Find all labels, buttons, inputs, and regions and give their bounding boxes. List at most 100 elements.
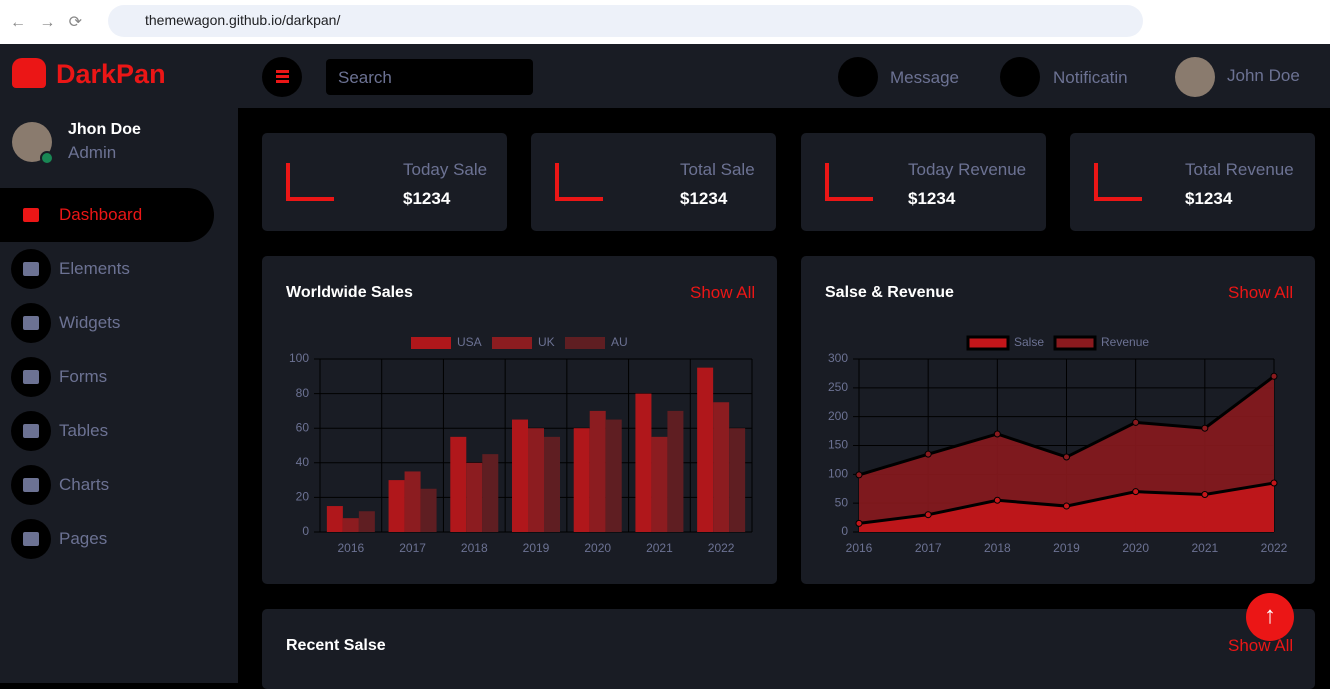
bar (466, 462, 483, 532)
bar (635, 393, 652, 532)
stat-icon (1094, 163, 1142, 201)
point (855, 519, 863, 527)
show-all[interactable]: Show All (690, 283, 756, 302)
menu-glyph (23, 478, 39, 492)
menu-item[interactable]: Tables (59, 421, 109, 440)
stat-label: Today Revenue (908, 160, 1027, 179)
y-tick-label: 200 (828, 409, 848, 423)
user-role: Admin (68, 143, 117, 162)
stat-label: Total Sale (680, 160, 755, 179)
panel-title: Recent Salse (286, 637, 386, 654)
y-tick-label: 50 (835, 495, 849, 509)
bar (528, 428, 544, 532)
menu-item[interactable]: Dashboard (59, 205, 143, 224)
y-tick-label: 0 (841, 524, 848, 538)
bar (450, 436, 467, 532)
x-tick-label: 2017 (915, 541, 942, 555)
panel-title: Worldwide Sales (286, 284, 413, 301)
menu-item[interactable]: Widgets (59, 313, 121, 332)
back-to-top[interactable]: ↑ (1246, 593, 1294, 641)
y-tick-label: 100 (828, 467, 848, 481)
point (993, 496, 1001, 504)
bar (667, 410, 684, 532)
legend-label: AU (611, 335, 628, 349)
legend-label: USA (457, 335, 482, 349)
legend-swatch (1053, 335, 1097, 351)
status-dot (40, 151, 54, 165)
nav-user[interactable]: John Doe (1227, 66, 1300, 85)
x-tick-label: 2019 (523, 541, 550, 555)
bar (358, 511, 375, 532)
x-tick-label: 2018 (984, 541, 1011, 555)
bar (713, 402, 730, 532)
nav-avatar[interactable] (1175, 57, 1215, 97)
bar (589, 410, 606, 532)
y-tick-label: 150 (828, 438, 848, 452)
x-tick-label: 2016 (338, 541, 365, 555)
bar (482, 454, 499, 532)
point (1132, 488, 1140, 496)
stat-card (531, 133, 776, 231)
stat-value: $1234 (1185, 189, 1233, 208)
x-tick-label: 2022 (1261, 541, 1288, 555)
panel-title: Salse & Revenue (825, 284, 954, 301)
point (1201, 424, 1209, 432)
message-label[interactable]: Message (890, 68, 959, 87)
search-box[interactable] (326, 59, 533, 95)
y-tick-label: 100 (289, 351, 309, 365)
stat-card (262, 133, 507, 231)
menu-item[interactable]: Charts (59, 475, 110, 494)
menu-glyph (23, 424, 39, 438)
x-tick-label: 2022 (708, 541, 735, 555)
point (1132, 418, 1140, 426)
menu-glyph (23, 316, 39, 330)
x-tick-label: 2021 (646, 541, 673, 555)
y-tick-label: 300 (828, 351, 848, 365)
point (993, 430, 1001, 438)
point (924, 450, 932, 458)
legend-label: Salse (1014, 335, 1044, 349)
bar (573, 428, 590, 532)
stat-icon (555, 163, 603, 201)
point (1063, 502, 1070, 510)
legend-swatch (966, 335, 1010, 351)
y-tick-label: 60 (296, 420, 310, 434)
toggle-icon (276, 70, 289, 83)
url: themewagon.github.io/darkpan/ (145, 12, 341, 28)
x-tick-label: 2019 (1053, 541, 1080, 555)
point (1270, 372, 1278, 380)
bar (420, 488, 437, 532)
message-icon[interactable] (838, 57, 878, 97)
legend-swatch (492, 337, 532, 349)
bar (512, 419, 528, 532)
legend-label: UK (538, 335, 555, 349)
legend-label: Revenue (1101, 335, 1149, 349)
notification-icon[interactable] (1000, 57, 1040, 97)
menu-item[interactable]: Forms (59, 367, 108, 386)
stat-icon (286, 163, 334, 201)
notification-label[interactable]: Notificatin (1053, 68, 1128, 87)
address-bar[interactable] (108, 5, 1143, 37)
point (855, 471, 863, 479)
menu-item[interactable]: Elements (59, 259, 130, 278)
y-tick-label: 20 (296, 490, 310, 504)
x-tick-label: 2017 (399, 541, 426, 555)
menu-item[interactable]: Pages (59, 529, 108, 548)
menu-glyph (23, 262, 39, 276)
point (924, 511, 932, 519)
stat-icon (825, 163, 873, 201)
stat-value: $1234 (908, 189, 956, 208)
show-all[interactable]: Show All (1228, 636, 1294, 655)
bar (326, 506, 343, 532)
nav-buttons[interactable]: ← → ⟳ (10, 14, 83, 31)
legend-swatch (411, 337, 451, 349)
menu-glyph (23, 532, 39, 546)
show-all[interactable]: Show All (1228, 283, 1294, 302)
bar (697, 367, 714, 532)
x-tick-label: 2016 (846, 541, 873, 555)
stat-value: $1234 (680, 189, 728, 208)
brand[interactable]: DarkPan (56, 59, 166, 89)
stat-card (801, 133, 1046, 231)
